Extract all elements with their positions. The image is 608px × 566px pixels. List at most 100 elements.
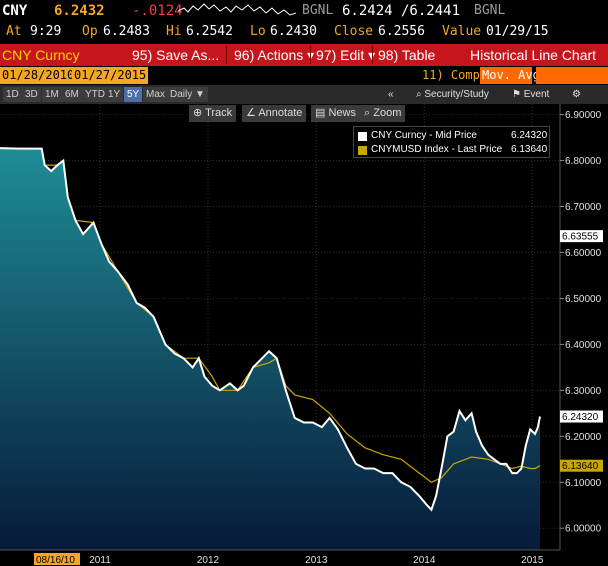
open-label: Op [82,24,98,39]
start-date-field[interactable]: 01/28/2010 [0,67,77,84]
crosshair-value-label-box [560,230,603,243]
period-toolbar: 1D 3D 1M 6M YTD 1Y 5Y Max Daily ▼ « ⌕ Se… [0,85,608,104]
legend-series2-name: CNYMUSD Index - Last Price [371,144,503,155]
value-date: 01/29/15 [486,24,549,39]
table-menu[interactable]: 98) Table [378,47,436,63]
source-label-2: BGNL [474,3,506,18]
security-study-label: Security/Study [424,89,489,100]
edit-menu[interactable]: 97) Edit ▾ [316,47,376,63]
period-5y[interactable]: 5Y [124,87,143,102]
x-tick-label: 2015 [521,555,544,566]
legend-series1-value: 6.24320 [511,130,548,141]
price-change: -.0124 [132,3,183,19]
x-tick-label: 2014 [413,555,436,566]
menu-divider [372,46,373,64]
flag-icon: ⚑ [512,89,521,100]
x-tick-label: 2012 [197,555,220,566]
zoom-icon: ⌕ [364,107,371,119]
menu-divider [226,46,227,64]
low-label: Lo [250,24,266,39]
frequency-label: Daily [170,89,193,100]
series-cny-line [0,147,541,512]
y-tick-label: 6.20000 [565,432,602,443]
end-date-field[interactable]: 01/27/2015 [72,67,149,84]
x-axis-panel [0,550,608,566]
y-tick-label: 6.60000 [565,248,602,259]
x-tick-label: 2011 [89,555,111,566]
value-label: Value [442,24,482,39]
source-label-1: BGNL [302,3,334,18]
track-button[interactable]: ⊕ Track [189,105,237,122]
mov-avgs-field[interactable] [536,67,608,84]
y-tick-label: 6.90000 [565,110,602,121]
period-1d[interactable]: 1D [3,87,22,102]
y-tick-label: 6.50000 [565,294,602,305]
high-value: 6.2542 [186,24,233,39]
series1-last-label: 6.24320 [562,412,599,423]
crosshair-value-label: 6.63555 [562,232,599,243]
zoom-button[interactable]: ⌕ Zoom [360,105,406,122]
event-button[interactable]: ⚑ Event [512,87,549,102]
low-value: 6.2430 [270,24,317,39]
last-price: 6.2432 [54,3,105,19]
chart-title: Historical Line Chart [470,47,597,63]
open-value: 6.2483 [103,24,150,39]
legend-series1-name: CNY Curncy - Mid Price [371,130,477,141]
zoom-label: Zoom [373,107,402,119]
chart-legend: CNY Curncy - Mid Price 6.24320 CNYMUSD I… [353,126,550,158]
news-button[interactable]: ▤ News [311,105,360,122]
sparkline [178,3,296,16]
at-label: At [6,24,22,39]
date-range-row: 01/28/2010 - 01/27/2015 11) Compare Mov.… [0,66,608,85]
chart-area[interactable]: 6.90000 6.80000 6.70000 6.60000 6.50000 6.400… [0,104,608,566]
period-ytd[interactable]: YTD [82,87,108,102]
legend-swatch [358,146,367,155]
menu-divider [310,46,311,64]
y-tick-label: 6.10000 [565,478,602,489]
close-label: Close [334,24,374,39]
period-1m[interactable]: 1M [42,87,62,102]
ticker-label: CNY [2,3,28,19]
legend-series2-value: 6.13640 [511,144,548,155]
line-chart: 6.90000 6.80000 6.70000 6.60000 6.50000 6.400… [0,104,608,566]
date-range-dash: - [62,68,70,82]
y-tick-label: 6.00000 [565,524,602,535]
high-label: Hi [166,24,182,39]
annotate-label: Annotate [258,107,303,119]
security-study-button[interactable]: ⌕ Security/Study [416,87,489,102]
period-6m[interactable]: 6M [62,87,82,102]
event-label: Event [523,89,550,100]
x-axis: 08/16/10 2011 2012 2013 2014 2015 [0,549,608,566]
legend-swatch [358,132,367,141]
x-cursor-box [34,553,80,565]
mov-avgs-button[interactable]: Mov. Avgs [480,67,548,84]
actions-menu[interactable]: 96) Actions ▾ [234,47,315,63]
stats-row: At 9:29 Op 6.2483 Hi 6.2542 Lo 6.2430 Cl… [0,22,608,42]
x-tick-label: 2013 [305,555,328,566]
y-tick-label: 6.30000 [565,386,602,397]
menu-bar: CNY Curncy 95) Save As... 96) Actions ▾ … [0,44,608,66]
area-fill [0,148,540,550]
track-label: Track [205,107,233,119]
crosshair-icon: ⊕ [193,107,203,119]
y-tick-label: 6.40000 [565,340,602,351]
y-tick-label: 6.80000 [565,156,602,167]
series2-last-label-box [560,459,603,472]
y-tick-label: 6.70000 [565,202,602,213]
settings-icon[interactable]: ⚙ [572,89,581,100]
y-axis: 6.90000 6.80000 6.70000 6.60000 6.50000 6.400… [559,104,608,566]
chevron-down-icon: ▼ [195,89,205,100]
news-label: News [328,107,356,119]
annotate-button[interactable]: ∠ Annotate [242,105,307,122]
y-axis-panel [560,104,608,566]
series2-last-label: 6.13640 [562,461,599,472]
security-name[interactable]: CNY Curncy [0,44,108,66]
period-1y[interactable]: 1Y [105,87,124,102]
save-as-menu[interactable]: 95) Save As... [132,47,220,63]
period-max[interactable]: Max [143,87,168,102]
period-3d[interactable]: 3D [22,87,41,102]
bid-ask: 6.2424 /6.2441 [342,3,461,19]
frequency-dropdown[interactable]: Daily ▼ [167,87,208,102]
time-value: 9:29 [30,24,62,39]
collapse-icon[interactable]: « [388,89,394,100]
